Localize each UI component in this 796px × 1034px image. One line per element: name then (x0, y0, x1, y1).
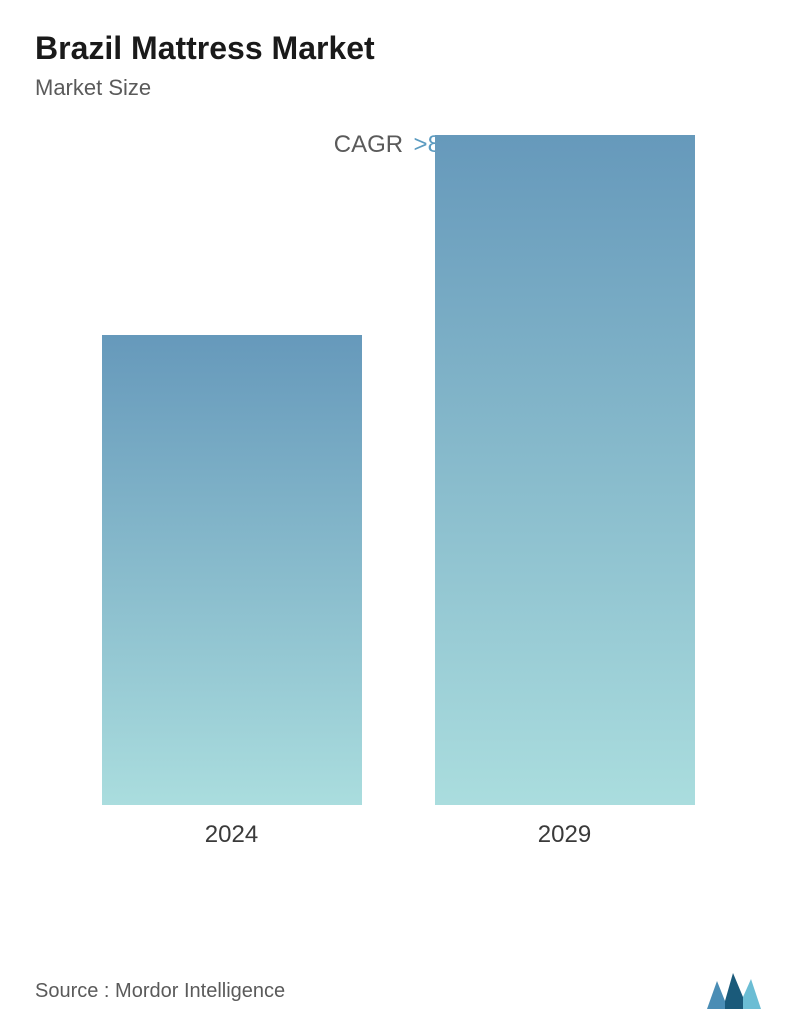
logo-shape-2 (725, 973, 743, 1009)
cagr-label: CAGR (334, 131, 403, 158)
bar-2029 (435, 135, 695, 805)
bar-label-2024: 2024 (205, 821, 258, 849)
bar-2024 (102, 335, 362, 805)
chart-title: Brazil Mattress Market (35, 30, 761, 67)
source-label: Source : (35, 980, 109, 1002)
bar-group-2024: 2024 (92, 335, 372, 849)
logo-shape-3 (743, 979, 761, 1009)
logo-shape-1 (707, 981, 725, 1009)
source-text: Source : Mordor Intelligence (35, 980, 285, 1003)
bars-container: 2024 2029 (35, 179, 761, 849)
mordor-logo-icon (707, 973, 761, 1009)
footer: Source : Mordor Intelligence (35, 973, 761, 1009)
chart-subtitle: Market Size (35, 75, 761, 101)
source-name: Mordor Intelligence (115, 980, 285, 1002)
chart-area: 2024 2029 (35, 179, 761, 899)
bar-label-2029: 2029 (538, 821, 591, 849)
bar-group-2029: 2029 (425, 135, 705, 849)
